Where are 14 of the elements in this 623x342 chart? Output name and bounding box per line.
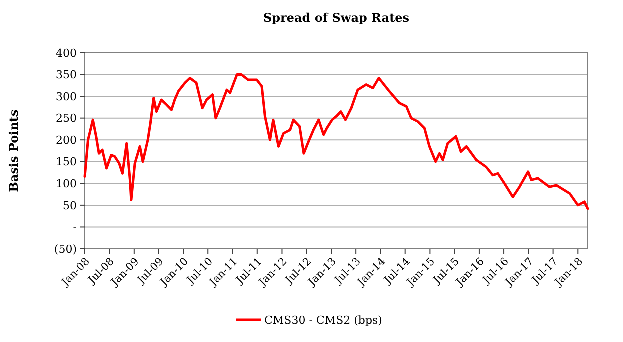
chart-title: Spread of Swap Rates bbox=[264, 11, 410, 25]
y-tick-label: (50) bbox=[54, 242, 77, 256]
legend-label: CMS30 - CMS2 (bps) bbox=[264, 314, 382, 327]
y-tick-label: 200 bbox=[56, 134, 77, 147]
y-tick-label: 300 bbox=[56, 90, 77, 104]
y-axis-title: Basis Points bbox=[7, 110, 21, 192]
y-tick-label: 400 bbox=[56, 46, 77, 60]
y-tick-label: - bbox=[73, 221, 78, 234]
y-tick-label: 250 bbox=[56, 112, 77, 126]
y-tick-label: 350 bbox=[56, 68, 77, 82]
y-tick-label: 50 bbox=[63, 199, 77, 212]
y-tick-label: 100 bbox=[56, 178, 77, 191]
line-series bbox=[84, 74, 590, 210]
y-tick-label: 150 bbox=[56, 156, 77, 169]
